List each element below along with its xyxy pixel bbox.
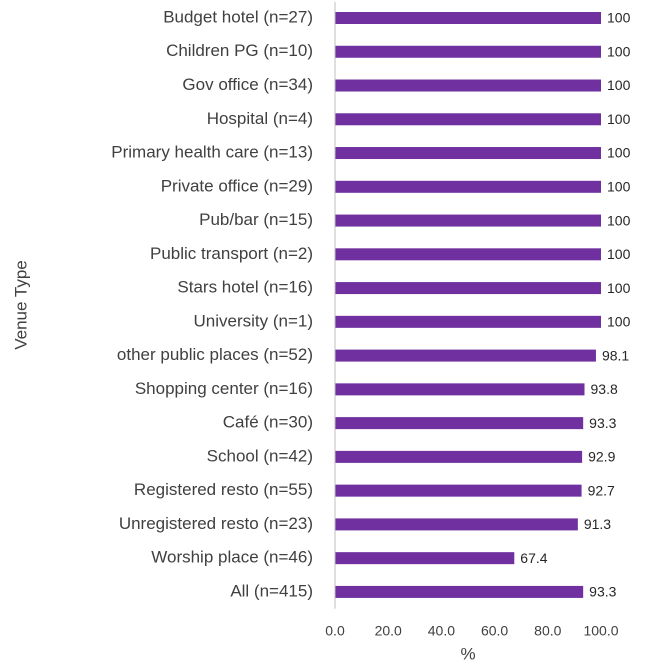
value-label: 92.9 bbox=[588, 449, 615, 465]
bar bbox=[335, 180, 601, 193]
y-tick-label: All (n=415) bbox=[230, 581, 313, 600]
x-tick-label: 0.0 bbox=[325, 623, 345, 639]
value-label: 67.4 bbox=[520, 550, 547, 566]
bar bbox=[335, 45, 601, 58]
y-tick-label: Unregistered resto (n=23) bbox=[119, 514, 313, 533]
value-label: 100 bbox=[607, 280, 631, 296]
y-tick-label: Hospital (n=4) bbox=[207, 109, 313, 128]
bar bbox=[335, 349, 596, 362]
value-label: 100 bbox=[607, 77, 631, 93]
y-axis-title: Venue Type bbox=[11, 260, 30, 350]
value-label: 93.3 bbox=[589, 415, 616, 431]
value-label: 100 bbox=[607, 314, 631, 330]
bar bbox=[335, 315, 601, 328]
y-tick-label: Registered resto (n=55) bbox=[134, 480, 313, 499]
y-tick-label: Café (n=30) bbox=[223, 413, 313, 432]
value-label: 93.3 bbox=[589, 584, 616, 600]
y-tick-label: Worship place (n=46) bbox=[151, 548, 313, 567]
bar bbox=[335, 248, 601, 261]
bar bbox=[335, 113, 601, 126]
y-tick-label: Shopping center (n=16) bbox=[135, 379, 313, 398]
value-label: 100 bbox=[607, 43, 631, 59]
y-tick-label: Pub/bar (n=15) bbox=[199, 210, 313, 229]
bar bbox=[335, 383, 585, 396]
y-tick-label: Budget hotel (n=27) bbox=[163, 7, 313, 26]
bar bbox=[335, 214, 601, 227]
bar bbox=[335, 282, 601, 295]
bar bbox=[335, 79, 601, 92]
value-label: 100 bbox=[607, 246, 631, 262]
value-label: 93.8 bbox=[591, 381, 618, 397]
x-tick-label: 20.0 bbox=[375, 623, 402, 639]
y-tick-label: Children PG (n=10) bbox=[166, 41, 313, 60]
value-label: 100 bbox=[607, 10, 631, 26]
value-label: 100 bbox=[607, 212, 631, 228]
value-label: 100 bbox=[607, 145, 631, 161]
value-label: 100 bbox=[607, 111, 631, 127]
bar bbox=[335, 585, 584, 598]
value-label: 100 bbox=[607, 179, 631, 195]
x-tick-label: 60.0 bbox=[481, 623, 508, 639]
y-tick-label: Private office (n=29) bbox=[161, 176, 313, 195]
value-label: 91.3 bbox=[584, 516, 611, 532]
bar bbox=[335, 450, 583, 463]
y-tick-label: University (n=1) bbox=[193, 311, 313, 330]
x-tick-label: 80.0 bbox=[534, 623, 561, 639]
x-tick-label: 100.0 bbox=[583, 623, 618, 639]
x-axis-title: % bbox=[460, 644, 475, 663]
y-tick-label: Gov office (n=34) bbox=[182, 75, 313, 94]
y-tick-label: other public places (n=52) bbox=[117, 345, 313, 364]
value-label: 92.7 bbox=[588, 482, 615, 498]
y-tick-label: Stars hotel (n=16) bbox=[177, 278, 313, 297]
y-tick-label: School (n=42) bbox=[207, 446, 313, 465]
bar bbox=[335, 552, 515, 565]
y-tick-label: Primary health care (n=13) bbox=[111, 143, 313, 162]
value-label: 98.1 bbox=[602, 347, 629, 363]
bar bbox=[335, 12, 601, 24]
x-tick-label: 40.0 bbox=[428, 623, 455, 639]
y-tick-label: Public transport (n=2) bbox=[150, 244, 313, 263]
bar bbox=[335, 417, 584, 430]
bar bbox=[335, 484, 582, 497]
bar bbox=[335, 518, 578, 531]
bar bbox=[335, 147, 601, 160]
